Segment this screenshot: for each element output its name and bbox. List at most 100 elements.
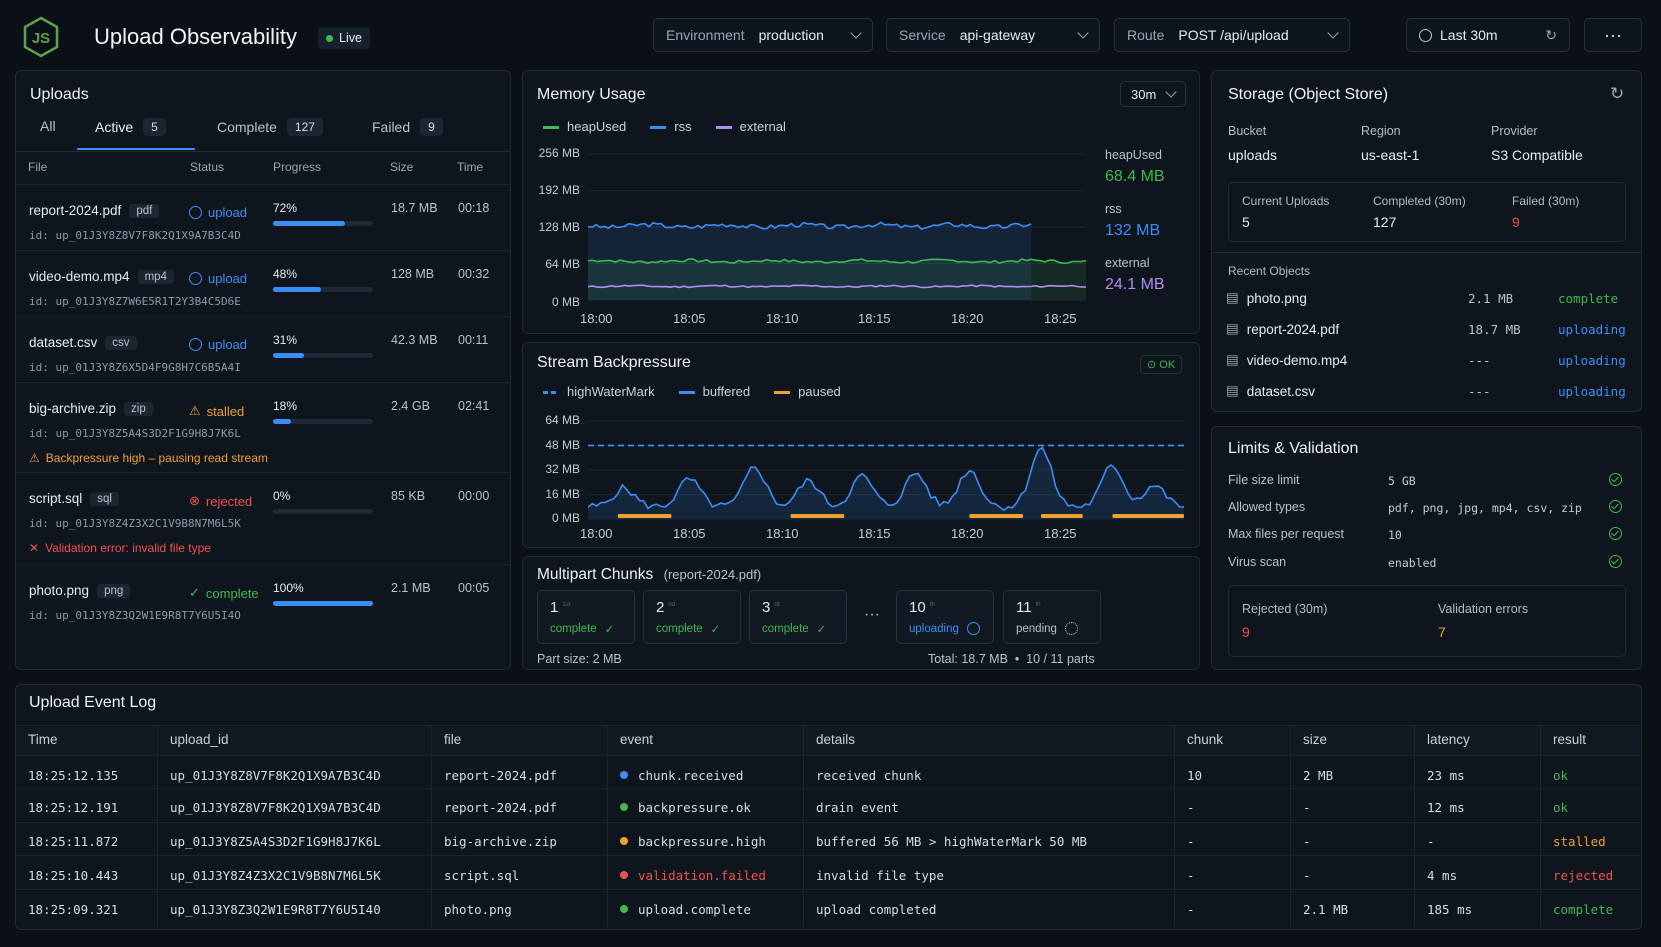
event-dot-icon: [620, 803, 628, 811]
object-status: uploading: [1558, 322, 1626, 337]
legend-item: heapUsed: [543, 119, 626, 134]
object-name: video-demo.mp4: [1246, 352, 1348, 368]
memory-stat-external: external 24.1 MB: [1105, 256, 1165, 294]
log-cell-chunk: -: [1187, 902, 1195, 917]
backpressure-title: Stream Backpressure: [537, 354, 691, 371]
check-circle-icon: ✓: [710, 624, 721, 636]
progress-label: 100%: [273, 581, 304, 595]
log-header-bg: [16, 725, 1641, 755]
log-cell-id: up_01J3Y8Z3Q2W1E9R8T7Y6U5I40: [170, 902, 381, 917]
tab-active[interactable]: Active 5: [95, 118, 166, 136]
paused-segment: [617, 514, 672, 518]
chunk-card[interactable]: 1 1st complete ✓: [537, 590, 635, 644]
log-cell-result: ok: [1553, 768, 1569, 783]
tab-all[interactable]: All: [40, 118, 56, 134]
paused-segment: [1112, 514, 1184, 518]
x-tick: 18:05: [673, 311, 706, 326]
progress-label: 0%: [273, 489, 291, 503]
refresh-icon[interactable]: ↻: [1610, 84, 1625, 103]
status-label: upload: [208, 205, 248, 220]
warning-text: Backpressure high – pausing read stream: [45, 451, 268, 465]
log-cell-time: 18:25:12.135: [28, 768, 119, 783]
rejected-label: Rejected (30m): [1242, 602, 1328, 616]
upload-icon: [189, 206, 202, 219]
recent-object-name[interactable]: ▤ report-2024.pdf: [1226, 321, 1339, 337]
tab-failed[interactable]: Failed 9: [372, 118, 443, 136]
environment-select[interactable]: Environment production: [653, 18, 873, 52]
x-tick: 18:05: [673, 526, 706, 541]
log-cell-chunk: 10: [1187, 768, 1203, 783]
chunks-title: Multipart Chunks (report-2024.pdf): [537, 566, 761, 584]
file-name: report-2024.pdf: [29, 203, 122, 218]
log-column-header: latency: [1427, 732, 1470, 747]
status-label: stalled: [206, 403, 245, 419]
stat-label: heapUsed: [1105, 148, 1162, 162]
status-badge: ✓ complete: [189, 585, 259, 601]
limits-panel: [1211, 426, 1642, 670]
log-cell-file: script.sql: [444, 868, 520, 883]
table-row[interactable]: report-2024.pdf pdf id: up_01J3Y8Z8V7F8K2…: [15, 184, 511, 250]
memory-legend: heapUsed rss external: [543, 119, 786, 134]
table-row[interactable]: video-demo.mp4 mp4 id: up_01J3Y8Z7W6E5R1T…: [15, 250, 511, 316]
x-tick: 18:00: [580, 311, 613, 326]
log-cell-event: validation.failed: [620, 868, 766, 883]
log-cell-time: 18:25:09.321: [28, 902, 119, 917]
log-cell-event: chunk.received: [620, 768, 743, 783]
ok-badge: ⊙ OK: [1140, 355, 1183, 374]
refresh-icon[interactable]: ↻: [1545, 26, 1557, 43]
more-menu-button[interactable]: ···: [1584, 18, 1642, 52]
log-cell-latency: 185 ms: [1427, 902, 1473, 917]
log-cell-size: -: [1303, 868, 1311, 883]
status-badge: ⚠ stalled: [189, 403, 244, 419]
log-cell-result: complete: [1553, 902, 1614, 917]
buffered-area: [588, 447, 1184, 519]
storage-stats-box: [1228, 182, 1626, 242]
upload-icon: [189, 272, 202, 285]
file-ext-badge: png: [97, 583, 131, 598]
timerange-select[interactable]: Last 30m ↻: [1406, 18, 1570, 52]
recent-object-name[interactable]: ▤ video-demo.mp4: [1226, 352, 1347, 368]
log-cell-time: 18:25:11.872: [28, 834, 119, 849]
x-circle-icon: ⊗: [189, 493, 200, 508]
service-select[interactable]: Service api-gateway: [886, 18, 1100, 52]
file-name: big-archive.zip: [29, 401, 117, 416]
rss-series-line: [588, 221, 1032, 230]
x-tick: 18:25: [1044, 311, 1077, 326]
chunk-status: complete: [762, 623, 809, 635]
tab-count: 9: [420, 118, 443, 136]
chunk-number: 3: [762, 599, 771, 616]
recent-object-name[interactable]: ▤ photo.png: [1226, 290, 1307, 306]
check-circle-icon: [1609, 473, 1622, 486]
timerange-value: Last 30m: [1440, 27, 1498, 43]
log-cell-latency: -: [1427, 834, 1435, 849]
check-circle-icon: [1609, 500, 1622, 513]
limit-label: Max files per request: [1228, 527, 1345, 541]
table-row[interactable]: script.sql sql id: up_01J3Y8Z4Z3X2C1V9B8N…: [15, 472, 511, 564]
x-tick: 18:20: [951, 526, 984, 541]
route-select[interactable]: Route POST /api/upload: [1114, 18, 1350, 52]
validation-errors-value: 7: [1438, 624, 1446, 640]
log-cell-details: received chunk: [816, 768, 922, 783]
memory-range-select[interactable]: 30m: [1120, 81, 1186, 107]
recent-object-name[interactable]: ▤ dataset.csv: [1226, 383, 1315, 399]
progress-label: 31%: [273, 333, 298, 347]
table-row[interactable]: photo.png png id: up_01J3Y8Z3Q2W1E9R8T7Y6…: [15, 564, 511, 630]
service-label: Service: [899, 27, 946, 43]
file-ext-badge: zip: [124, 401, 153, 416]
backpressure-chart: [588, 420, 1185, 520]
table-row[interactable]: big-archive.zip zip id: up_01J3Y8Z5A4S3D2…: [15, 382, 511, 472]
tab-complete[interactable]: Complete 127: [217, 118, 323, 136]
log-cell-chunk: -: [1187, 834, 1195, 849]
table-row[interactable]: dataset.csv csv id: up_01J3Y8Z6X5D4F9G8H7…: [15, 316, 511, 382]
object-status: complete: [1558, 291, 1619, 306]
backpressure-legend: highWaterMark buffered paused: [543, 384, 841, 399]
status-badge: upload: [189, 205, 247, 220]
memory-stat-heap: heapUsed 68.4 MB: [1105, 148, 1165, 186]
warning-icon: ⚠: [189, 403, 201, 418]
clock-icon: [1419, 28, 1432, 42]
y-tick: 64 MB: [545, 413, 580, 427]
